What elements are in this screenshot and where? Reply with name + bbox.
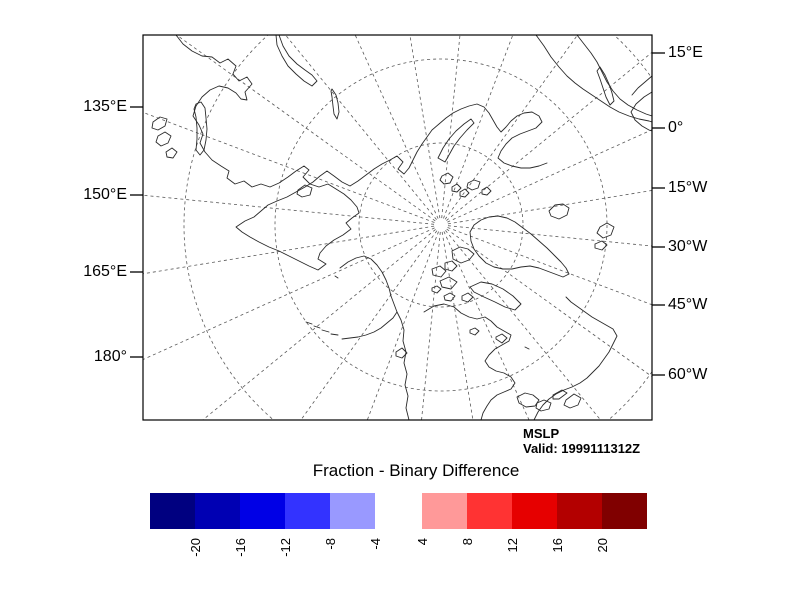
coastline: [439, 172, 454, 185]
coastline: [495, 333, 508, 344]
colorbar-segment: [557, 493, 602, 529]
valid-time-label: Valid: 1999111312Z: [523, 441, 641, 456]
coastline: [155, 131, 172, 147]
coastline: [631, 75, 652, 96]
coastline: [431, 265, 447, 278]
coastline: [396, 311, 410, 420]
coastline: [175, 35, 548, 271]
coastline: [466, 179, 481, 191]
graticule-parallel: [183, 35, 652, 420]
coastline: [305, 321, 339, 336]
coastline: [469, 281, 522, 311]
parameter-label: MSLP: [523, 426, 560, 441]
right-tick-label: 60°W: [668, 366, 708, 383]
coastline: [339, 255, 398, 340]
colorbar-segment: [285, 493, 330, 529]
coastline: [535, 35, 652, 123]
coastline: [552, 389, 568, 400]
colorbar-segment: [467, 493, 512, 529]
colorbar-segment: [602, 493, 647, 529]
coastline: [193, 101, 208, 156]
graticule-meridian: [445, 230, 602, 420]
coastline: [165, 147, 178, 159]
colorbar-segment: [422, 493, 467, 529]
colorbar-tick-label: -12: [278, 538, 293, 557]
colorbar-tick-label: -16: [233, 538, 248, 557]
coastline: [444, 260, 458, 272]
right-tick-label: 45°W: [668, 296, 708, 313]
coastline: [431, 285, 442, 294]
coastline: [533, 296, 618, 420]
coastline: [451, 183, 462, 193]
colorbar-segment: [330, 493, 375, 529]
colorbar-tick-label: 8: [460, 538, 475, 546]
map-frame: [142, 34, 653, 421]
graticule-meridian: [443, 35, 514, 219]
colorbar-tick-label: 12: [505, 538, 520, 553]
colorbar-segment: [512, 493, 557, 529]
coastline: [439, 276, 458, 290]
graticule-meridian: [441, 35, 461, 219]
colorbar-tick-label: 16: [550, 538, 565, 553]
coastline: [443, 292, 456, 302]
graticule-meridian: [421, 231, 441, 420]
coastline: [548, 203, 570, 220]
coastline: [151, 116, 168, 131]
colorbar-positive: [422, 493, 647, 529]
coastline: [275, 35, 318, 87]
colorbar-tick-label: 20: [595, 538, 610, 553]
coastline: [451, 246, 475, 264]
coastline: [481, 186, 492, 196]
graticule-meridian: [443, 231, 530, 420]
coastline: [576, 35, 652, 117]
coastline: [395, 347, 408, 359]
coastline: [524, 346, 530, 350]
coastline: [423, 303, 516, 420]
colorbar-negative: [150, 493, 375, 529]
left-tick-label: 165°E: [83, 263, 127, 280]
coastline: [563, 393, 582, 409]
coastline: [459, 188, 470, 198]
coastline: [461, 292, 474, 303]
left-tick-label: 135°E: [83, 98, 127, 115]
coastline: [296, 184, 313, 198]
graticule-meridian: [447, 225, 652, 247]
coastline: [596, 222, 615, 239]
coastline: [469, 327, 480, 336]
colorbar-segment: [195, 493, 240, 529]
coastline: [437, 118, 475, 163]
right-tick-label: 30°W: [668, 238, 708, 255]
colorbar-tick-label: -20: [188, 538, 203, 557]
coastline: [594, 240, 608, 251]
left-tick-label: 150°E: [83, 186, 127, 203]
coastline: [334, 275, 339, 279]
coastline: [596, 66, 615, 106]
colorbar-tick-label: -4: [368, 538, 383, 550]
coastline: [516, 392, 540, 408]
right-tick-label: 0°: [668, 119, 684, 136]
colorbar-tick-label: -8: [323, 538, 338, 550]
colorbar-tick-label: 4: [415, 538, 430, 546]
graticule-meridian: [446, 228, 652, 378]
graticule-parallel: [358, 142, 524, 308]
coastline: [630, 91, 652, 132]
colorbar-segment: [240, 493, 285, 529]
graticule-meridian: [441, 231, 474, 420]
colorbar-segment: [150, 493, 195, 529]
right-tick-label: 15°E: [668, 44, 703, 61]
coastline: [330, 88, 340, 120]
graticule-meridian: [447, 227, 652, 306]
right-tick-label: 15°W: [668, 179, 708, 196]
legend-title: Fraction - Binary Difference: [312, 461, 520, 480]
left-tick-label: 180°: [93, 348, 127, 365]
coastline: [535, 399, 552, 412]
graticule-parallel: [274, 58, 608, 392]
coastline: [469, 215, 570, 278]
